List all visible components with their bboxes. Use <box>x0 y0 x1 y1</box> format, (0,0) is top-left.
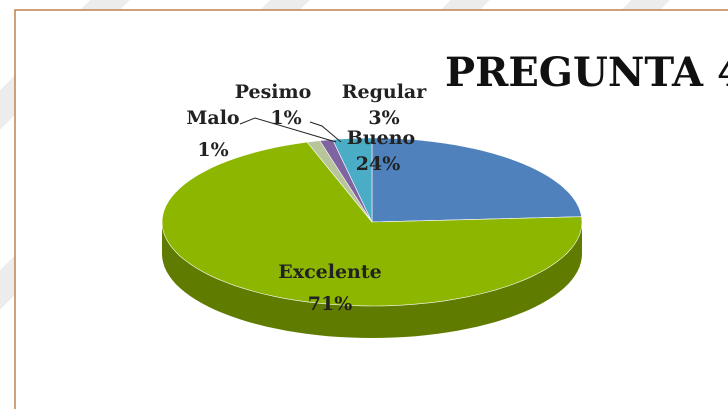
slice-label: Regular <box>342 81 428 103</box>
slice <box>332 137 373 223</box>
labels: Bueno 24% Excelente 71% Malo 1% Pesimo 1% Regula… <box>186 81 427 315</box>
slice-label: Malo <box>186 107 239 129</box>
slice <box>371 137 582 223</box>
leader-line <box>309 121 342 143</box>
pie <box>161 137 583 338</box>
chart-title: PREGUNTA 4 <box>445 49 728 96</box>
slice-value-label: 1% <box>197 139 228 161</box>
slice-label: Excelente <box>278 261 381 283</box>
slice <box>306 140 373 223</box>
slice <box>161 141 583 307</box>
slice-label: Bueno <box>347 127 415 149</box>
slice-label: Pesimo <box>235 81 312 103</box>
slice-value-label: 71% <box>308 293 353 315</box>
slice-value-label: 3% <box>368 107 399 129</box>
leader-line <box>239 117 337 143</box>
slice-side <box>162 222 582 338</box>
slice-value-label: 1% <box>270 107 301 129</box>
slice-value-label: 24% <box>356 153 401 175</box>
slice <box>319 139 373 223</box>
